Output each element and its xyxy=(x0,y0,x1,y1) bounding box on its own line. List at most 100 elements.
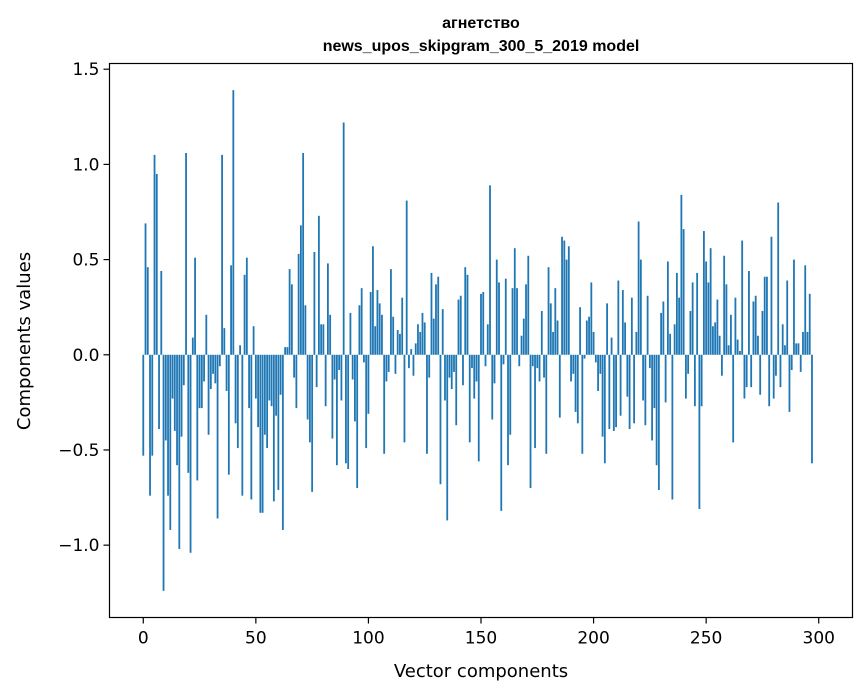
bar-203 xyxy=(599,354,602,374)
bar-246 xyxy=(696,272,699,355)
bar-32 xyxy=(214,354,217,384)
bar-240 xyxy=(682,229,685,355)
y-axis-label: Components values xyxy=(14,252,35,430)
bar-114 xyxy=(399,333,401,355)
bar-176 xyxy=(538,354,541,382)
bar-282 xyxy=(777,202,780,355)
bar-61 xyxy=(279,354,282,395)
bar-236 xyxy=(673,324,676,355)
bar-76 xyxy=(313,251,316,355)
y-tick-label: 1.5 xyxy=(72,60,99,80)
bar-105 xyxy=(378,303,381,355)
bar-204 xyxy=(601,354,604,437)
bar-4 xyxy=(151,354,154,456)
bar-215 xyxy=(626,354,629,397)
bar-212 xyxy=(619,354,622,416)
bar-7 xyxy=(158,354,160,430)
bar-97 xyxy=(360,288,363,355)
bar-248 xyxy=(700,354,703,407)
bar-69 xyxy=(297,253,300,355)
bar-253 xyxy=(712,326,714,355)
bar-211 xyxy=(617,280,620,355)
bar-296 xyxy=(808,293,811,355)
bar-127 xyxy=(428,354,431,378)
bar-113 xyxy=(396,330,399,355)
bar-50 xyxy=(254,354,257,399)
x-tick-label: 0 xyxy=(138,629,149,649)
bar-199 xyxy=(590,282,593,355)
bar-96 xyxy=(358,305,361,355)
bar-90 xyxy=(345,354,347,464)
bar-241 xyxy=(684,354,687,399)
bar-44 xyxy=(241,354,244,496)
bar-175 xyxy=(536,354,539,369)
bar-271 xyxy=(752,301,755,355)
bar-29 xyxy=(207,354,210,435)
bar-228 xyxy=(655,354,658,466)
bar-213 xyxy=(621,290,624,355)
bar-197 xyxy=(585,320,588,355)
bar-95 xyxy=(356,354,359,489)
bar-265 xyxy=(739,350,741,355)
bar-59 xyxy=(275,354,278,416)
bar-91 xyxy=(347,354,350,470)
bar-79 xyxy=(320,324,323,355)
bar-166 xyxy=(516,288,518,355)
bar-123 xyxy=(419,331,422,355)
bar-52 xyxy=(259,354,262,513)
bar-156 xyxy=(493,354,496,384)
bar-130 xyxy=(435,284,437,355)
bar-133 xyxy=(441,309,444,355)
bar-267 xyxy=(743,354,746,399)
chart-subtitle: news_upos_skipgram_300_5_2019 model xyxy=(323,38,640,55)
bar-173 xyxy=(531,354,534,367)
bar-223 xyxy=(644,354,647,426)
bar-56 xyxy=(268,354,271,401)
bar-122 xyxy=(417,324,419,355)
bar-3 xyxy=(149,354,151,496)
bar-25 xyxy=(198,354,201,409)
bar-15 xyxy=(176,354,178,466)
bar-170 xyxy=(525,284,527,355)
bar-51 xyxy=(257,354,259,428)
bar-37 xyxy=(225,354,228,391)
bar-234 xyxy=(669,333,672,355)
bar-60 xyxy=(277,354,280,490)
y-tick-label: 0.5 xyxy=(72,251,99,271)
x-tick-label: 50 xyxy=(245,629,267,649)
bar-84 xyxy=(331,354,334,439)
bar-209 xyxy=(612,354,615,431)
bar-116 xyxy=(403,354,406,443)
bar-147 xyxy=(473,354,476,399)
bar-14 xyxy=(173,354,176,431)
bar-224 xyxy=(646,295,649,355)
x-tick-label: 150 xyxy=(465,629,497,649)
bar-134 xyxy=(444,354,446,401)
bar-142 xyxy=(462,354,464,386)
x-axis-ticks: 0 50 100 150 200 250 300 xyxy=(138,617,835,649)
bar-42 xyxy=(236,354,239,449)
bar-30 xyxy=(209,354,212,390)
bar-274 xyxy=(759,354,762,395)
bar-12 xyxy=(169,354,172,530)
bar-41 xyxy=(234,354,237,424)
bar-18 xyxy=(182,354,185,386)
bar-117 xyxy=(405,200,408,355)
bar-45 xyxy=(243,274,246,355)
bar-193 xyxy=(576,354,579,424)
bar-148 xyxy=(475,354,478,382)
bar-210 xyxy=(615,354,617,428)
bar-288 xyxy=(790,354,793,371)
bar-154 xyxy=(489,185,491,355)
bar-238 xyxy=(678,297,681,355)
bar-131 xyxy=(437,276,440,355)
bar-115 xyxy=(401,297,404,355)
bar-143 xyxy=(464,267,467,355)
bar-43 xyxy=(239,345,241,355)
bar-111 xyxy=(392,316,395,355)
bar-160 xyxy=(502,354,505,365)
bar-150 xyxy=(480,293,482,355)
bar-264 xyxy=(736,339,739,355)
bar-177 xyxy=(540,310,543,355)
bar-189 xyxy=(567,246,570,355)
